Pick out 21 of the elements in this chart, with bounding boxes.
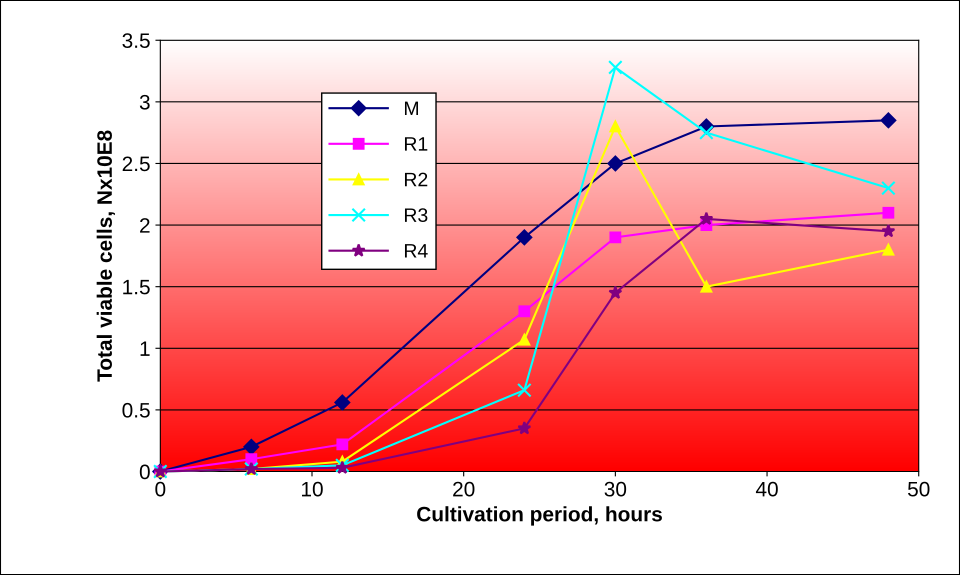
y-tick-label: 0 (140, 464, 150, 480)
x-axis-title: Cultivation period, hours (417, 506, 662, 526)
y-tick-label: 3 (140, 94, 150, 110)
legend-label: M (404, 102, 418, 115)
y-axis-title: Total viable cells, Nx10E8 (96, 130, 115, 382)
x-tick-label: 10 (302, 482, 323, 497)
x-tick-label: 30 (604, 482, 626, 497)
x-tick-label: 40 (756, 482, 778, 497)
y-tick-label: 0.5 (122, 402, 150, 418)
x-tick-label: 0 (155, 482, 166, 497)
y-tick-label: 3.5 (122, 33, 150, 48)
y-tick-label: 2 (140, 218, 150, 233)
legend-label: R4 (404, 244, 428, 258)
x-tick-label: 50 (908, 482, 930, 497)
y-tick-label: 2.5 (122, 156, 150, 172)
legend-label: R2 (404, 172, 428, 186)
legend-label: R1 (404, 137, 428, 151)
y-tick-label: 1 (140, 342, 150, 356)
y-tick-label: 1.5 (123, 280, 150, 294)
x-tick-label: 20 (453, 482, 474, 497)
legend-label: R3 (404, 208, 428, 222)
